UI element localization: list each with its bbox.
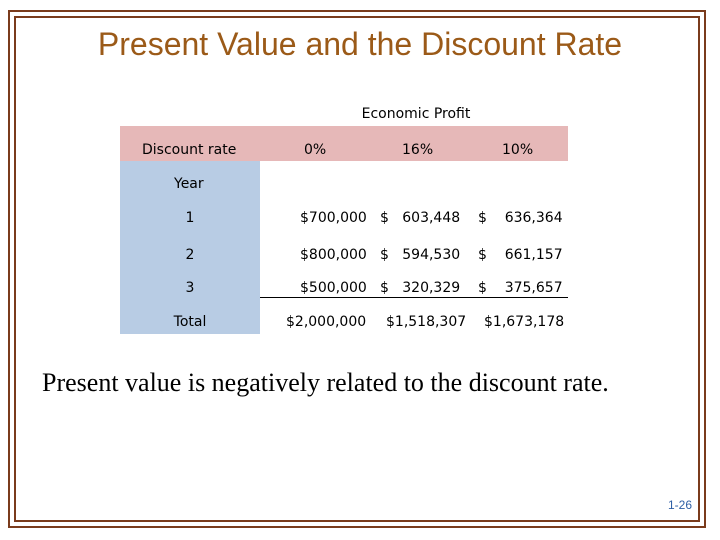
year-label: Year	[174, 176, 204, 192]
header-band	[120, 126, 568, 161]
row-label-band	[120, 161, 260, 334]
value-r1-c2: $ 636,364	[478, 210, 563, 226]
row-label-3: 3	[185, 280, 195, 296]
value-r2-c0: $800,000	[300, 247, 367, 263]
discount-rate-label: Discount rate	[142, 142, 237, 158]
total-c2: $1,673,178	[484, 314, 565, 330]
total-label: Total	[173, 314, 207, 330]
value-r1-c0: $700,000	[300, 210, 367, 226]
slide-frame-outer	[8, 10, 706, 528]
rate-header-2: 10%	[502, 142, 534, 158]
slide-statement: Present value is negatively related to t…	[42, 368, 609, 397]
total-c0: $2,000,000	[286, 314, 367, 330]
row-label-2: 2	[185, 247, 195, 263]
rate-header-1: 16%	[402, 142, 434, 158]
table-caption: Economic Profit	[361, 106, 471, 122]
value-r3-c1: $ 320,329	[380, 280, 461, 296]
slide-frame-inner	[14, 16, 700, 522]
page-number: 1-26	[667, 498, 692, 512]
value-r3-c2: $ 375,657	[478, 280, 563, 296]
row-label-1: 1	[185, 210, 195, 226]
value-r3-c0: $500,000	[300, 280, 367, 296]
total-rule	[260, 297, 568, 298]
slide-title: Present Value and the Discount Rate	[97, 26, 623, 62]
rate-header-0: 0%	[304, 142, 327, 158]
total-c1: $1,518,307	[386, 314, 467, 330]
value-r2-c1: $ 594,530	[380, 247, 461, 263]
value-r1-c1: $ 603,448	[380, 210, 461, 226]
value-r2-c2: $ 661,157	[478, 247, 563, 263]
